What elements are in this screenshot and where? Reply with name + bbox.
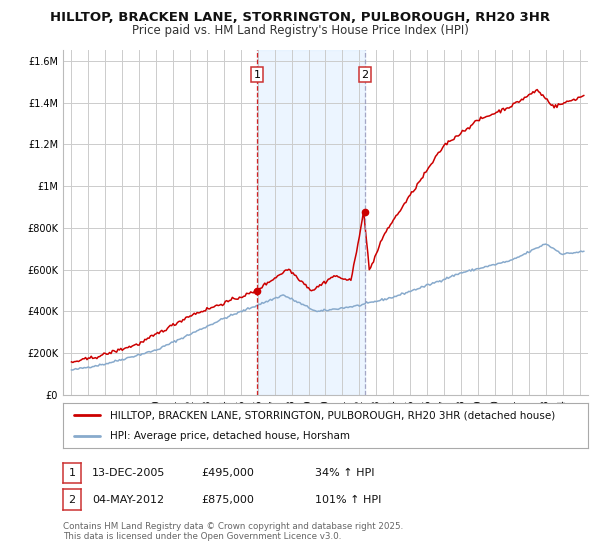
Text: 2: 2 xyxy=(362,69,368,80)
Bar xyxy=(257,50,365,395)
Text: Contains HM Land Registry data © Crown copyright and database right 2025.
This d: Contains HM Land Registry data © Crown c… xyxy=(63,522,403,542)
Text: Price paid vs. HM Land Registry's House Price Index (HPI): Price paid vs. HM Land Registry's House … xyxy=(131,24,469,36)
Text: £875,000: £875,000 xyxy=(201,494,254,505)
Text: 2: 2 xyxy=(68,494,76,505)
Text: HILLTOP, BRACKEN LANE, STORRINGTON, PULBOROUGH, RH20 3HR (detached house): HILLTOP, BRACKEN LANE, STORRINGTON, PULB… xyxy=(110,410,556,421)
Text: 1: 1 xyxy=(68,468,76,478)
Text: 13-DEC-2005: 13-DEC-2005 xyxy=(92,468,165,478)
Text: £495,000: £495,000 xyxy=(201,468,254,478)
Text: 1: 1 xyxy=(254,69,260,80)
Text: 34% ↑ HPI: 34% ↑ HPI xyxy=(315,468,374,478)
Text: 101% ↑ HPI: 101% ↑ HPI xyxy=(315,494,382,505)
Text: HPI: Average price, detached house, Horsham: HPI: Average price, detached house, Hors… xyxy=(110,431,350,441)
Text: HILLTOP, BRACKEN LANE, STORRINGTON, PULBOROUGH, RH20 3HR: HILLTOP, BRACKEN LANE, STORRINGTON, PULB… xyxy=(50,11,550,24)
Text: 04-MAY-2012: 04-MAY-2012 xyxy=(92,494,164,505)
